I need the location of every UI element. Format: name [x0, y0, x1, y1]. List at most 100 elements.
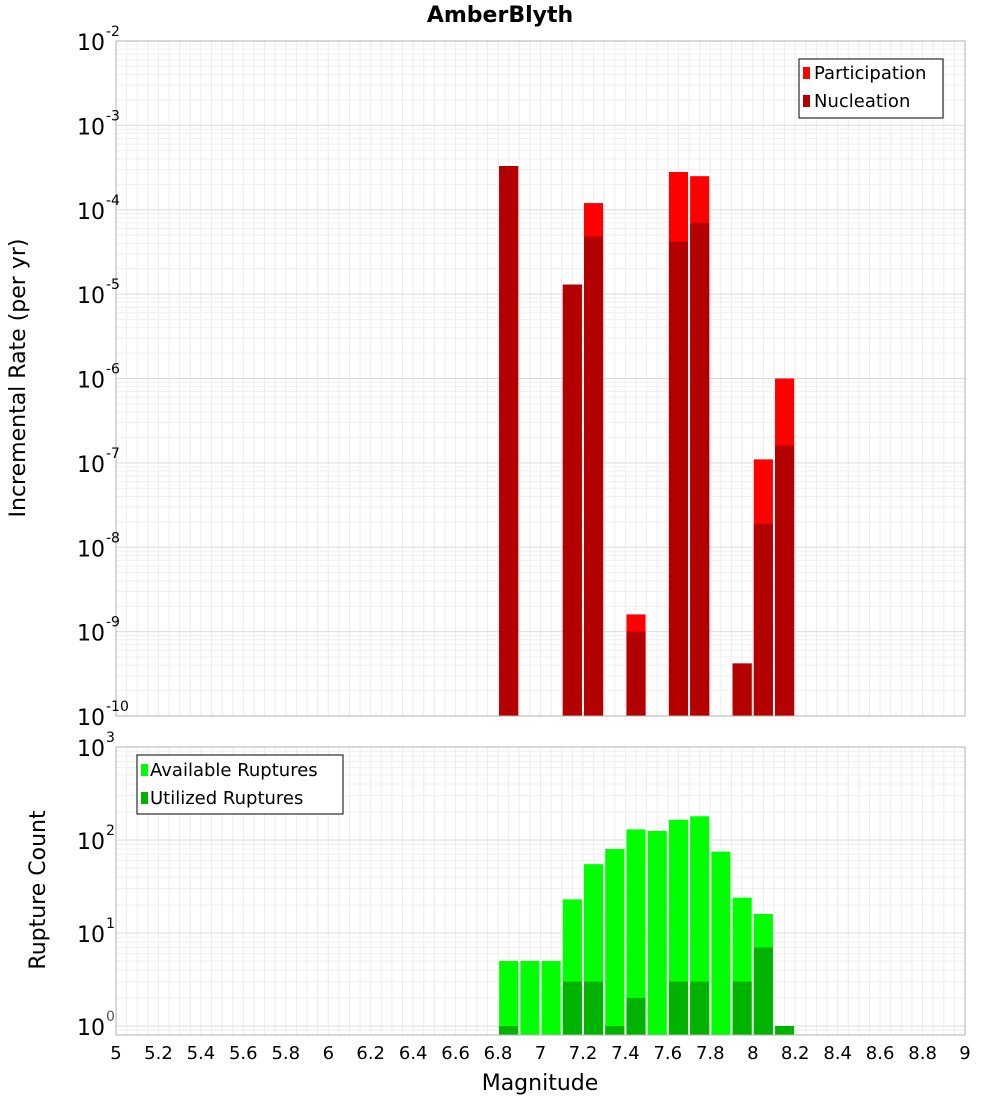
bar-nucleation — [668, 241, 689, 717]
y-tick-base: 10 — [77, 453, 105, 478]
x-tick-label: 6.8 — [484, 1043, 513, 1064]
bar-utilized-ruptures — [626, 997, 646, 1035]
x-tick-label: 5 — [110, 1043, 121, 1064]
bar-utilized-ruptures — [668, 981, 689, 1035]
bar-available-ruptures — [626, 829, 646, 1035]
y-tick-exponent: -6 — [106, 362, 120, 378]
y-tick-label: 10 2 — [77, 823, 115, 855]
y-tick-base: 10 — [77, 737, 105, 762]
y-tick-base: 10 — [77, 115, 105, 140]
y-tick-base: 10 — [77, 1016, 105, 1041]
bar-utilized-ruptures — [499, 1025, 519, 1035]
x-tick-label: 7.8 — [696, 1043, 725, 1064]
legend-swatch-utilized — [141, 792, 148, 804]
x-tick-label: 8.4 — [823, 1043, 852, 1064]
bar-nucleation — [499, 166, 519, 716]
x-tick-label: 6.4 — [399, 1043, 428, 1064]
bar-utilized-ruptures — [732, 981, 752, 1035]
x-tick-label: 8 — [747, 1043, 758, 1064]
y-tick-exponent: 0 — [106, 1009, 115, 1025]
y-tick-base: 10 — [77, 200, 105, 225]
bar-available-ruptures — [520, 960, 540, 1035]
y-tick-base: 10 — [77, 284, 105, 309]
x-tick-label: 6 — [323, 1043, 334, 1064]
x-tick-label: 5.8 — [271, 1043, 300, 1064]
top-y-axis-label: Incremental Rate (per yr) — [6, 239, 31, 518]
bar-available-ruptures — [499, 960, 519, 1035]
y-tick-label: 10 1 — [77, 916, 115, 948]
y-tick-exponent: -3 — [106, 108, 120, 124]
x-tick-label: 9 — [959, 1043, 970, 1064]
x-tick-label: 5.4 — [187, 1043, 216, 1064]
y-tick-label: 10 -4 — [77, 193, 120, 225]
y-tick-label: 10 -5 — [77, 277, 120, 309]
legend-swatch-available — [141, 764, 148, 776]
legend-swatch-nucleation — [803, 95, 810, 107]
y-tick-exponent: 1 — [106, 916, 115, 932]
bar-utilized-ruptures — [775, 1025, 795, 1035]
bar-available-ruptures — [605, 849, 625, 1035]
y-tick-base: 10 — [77, 830, 105, 855]
x-tick-label: 7.4 — [611, 1043, 640, 1064]
bar-available-ruptures — [668, 819, 689, 1035]
chart-title: AmberBlyth — [427, 3, 573, 28]
legend-box — [136, 754, 344, 815]
bar-utilized-ruptures — [562, 981, 582, 1035]
y-tick-base: 10 — [77, 923, 105, 948]
y-tick-base: 10 — [77, 706, 105, 731]
x-tick-label: 6.6 — [441, 1043, 470, 1064]
x-axis-label: Magnitude — [482, 1071, 599, 1096]
bar-utilized-ruptures — [753, 947, 773, 1035]
y-tick-label: 10 -2 — [77, 24, 120, 56]
bar-utilized-ruptures — [605, 1025, 625, 1035]
x-tick-label: 8.2 — [781, 1043, 810, 1064]
y-tick-exponent: 3 — [106, 730, 115, 746]
x-tick-label: 6.2 — [356, 1043, 385, 1064]
bar-nucleation — [732, 663, 752, 716]
y-tick-exponent: -10 — [106, 699, 129, 715]
y-tick-exponent: -9 — [106, 615, 120, 631]
y-tick-exponent: -5 — [106, 277, 120, 293]
x-tick-label: 7.6 — [653, 1043, 682, 1064]
plot-frame — [115, 746, 966, 1036]
y-tick-label: 10 -7 — [77, 446, 120, 478]
legend-label-utilized: Utilized Ruptures — [150, 788, 303, 809]
bar-nucleation — [753, 523, 773, 716]
legend-swatch-participation — [803, 67, 810, 79]
legend-label-nucleation: Nucleation — [814, 91, 910, 112]
legend-label-available: Available Ruptures — [150, 760, 318, 781]
bar-nucleation — [690, 222, 710, 716]
y-tick-exponent: -7 — [106, 446, 120, 462]
y-tick-exponent: -8 — [106, 530, 120, 546]
bar-nucleation — [562, 284, 582, 716]
bar-utilized-ruptures — [690, 981, 710, 1035]
plot-frame — [115, 40, 966, 717]
y-tick-label: 10 0 — [77, 1009, 115, 1041]
x-tick-label: 8.8 — [908, 1043, 937, 1064]
bar-nucleation — [775, 445, 795, 716]
bar-available-ruptures — [711, 851, 731, 1035]
x-tick-label: 7.2 — [569, 1043, 598, 1064]
y-tick-label: 10 3 — [77, 730, 115, 762]
y-tick-base: 10 — [77, 537, 105, 562]
x-tick-label: 5.2 — [144, 1043, 173, 1064]
y-tick-exponent: 2 — [106, 823, 115, 839]
y-tick-label: 10 -6 — [77, 362, 120, 394]
y-tick-label: 10 -3 — [77, 108, 120, 140]
bar-nucleation — [584, 236, 604, 716]
x-tick-label: 5.6 — [229, 1043, 258, 1064]
legend-ruptures: Available Ruptures Utilized Ruptures — [136, 754, 344, 815]
y-tick-label: 10 -10 — [77, 699, 129, 731]
legend-box — [798, 58, 944, 119]
y-tick-exponent: -4 — [106, 193, 120, 209]
y-tick-base: 10 — [77, 31, 105, 56]
bottom-y-axis-label: Rupture Count — [26, 810, 51, 970]
legend-label-participation: Participation — [814, 63, 926, 84]
y-tick-label: 10 -9 — [77, 615, 120, 647]
bar-available-ruptures — [541, 960, 561, 1035]
bar-utilized-ruptures — [584, 981, 604, 1035]
bar-available-ruptures — [647, 830, 667, 1035]
